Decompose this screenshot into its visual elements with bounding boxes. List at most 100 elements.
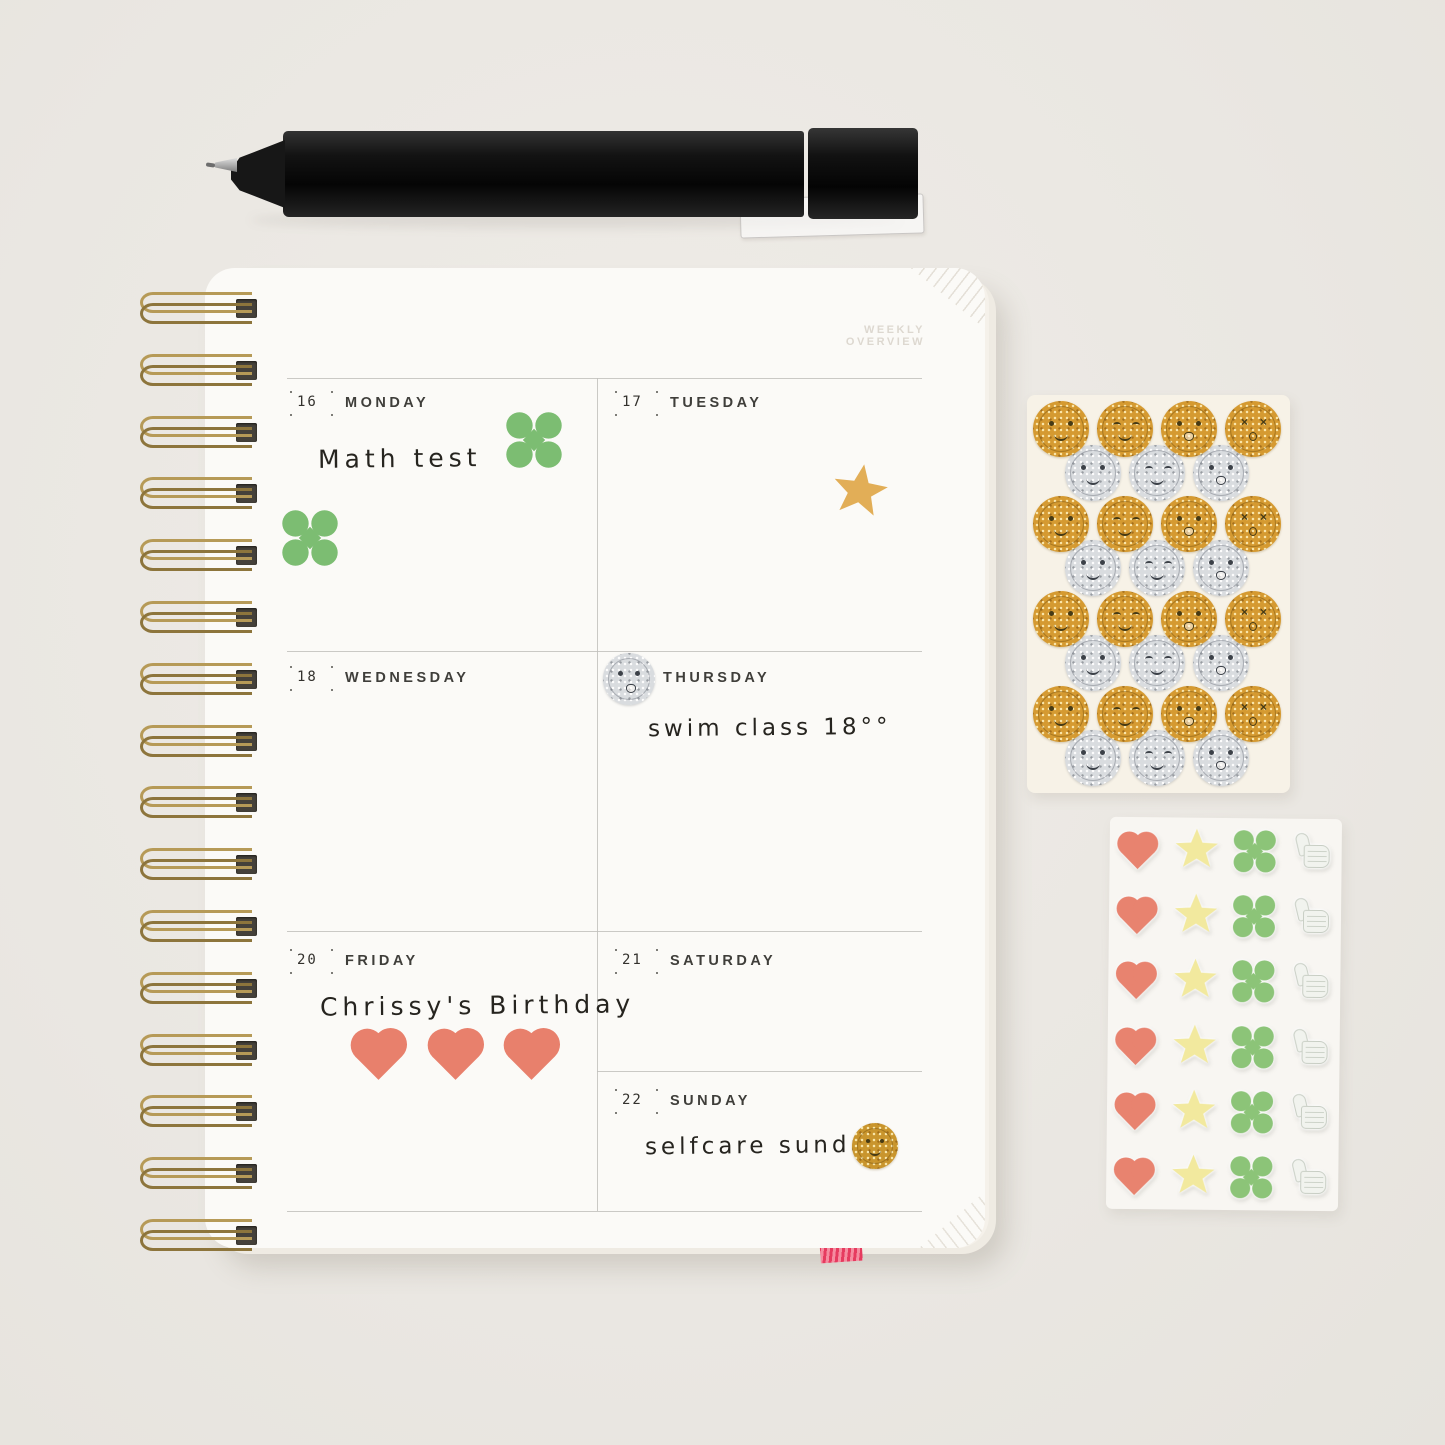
heart-puffy-sticker [1114,1024,1158,1068]
day-cell-friday: 20 FRIDAY Chrissy's Birthday [287,931,635,1211]
gold-smiley-sticker: × × [1225,496,1281,552]
entry-text: swim class 18°° [647,713,892,743]
silver-smiley-sticker [1129,635,1185,691]
gold-smiley-sticker [1161,686,1217,742]
date-tick-marks [290,666,292,668]
silver-smiley-sticker [1065,540,1121,596]
day-name: MONDAY [345,395,430,411]
entry-text: Chrissy's Birthday [319,989,636,1022]
date-number: 20 [297,952,318,968]
day-name: FRIDAY [345,953,419,969]
silver-smiley-sticker [1129,540,1185,596]
thumbs-up-puffy-sticker [1289,960,1333,1004]
thumbs-up-puffy-sticker [1288,1026,1332,1070]
silver-smiley-sticker [1065,635,1121,691]
day-cell-thursday: THURSDAY swim class 18°° [597,651,922,931]
pen-point [205,162,216,168]
date-number: 22 [622,1092,643,1108]
day-cell-monday: 16 MONDAY Math test [282,378,597,651]
heart-puffy-sticker [1116,893,1160,937]
day-name: TUESDAY [670,395,763,411]
gold-smiley-sticker: × × [1225,401,1281,457]
heart-puffy-sticker [1114,1089,1158,1133]
binding-ring [138,415,258,452]
heart-puffy-sticker [1116,828,1160,872]
binding-ring [138,601,258,637]
clover-puffy-sticker [1230,1090,1274,1134]
clover-puffy-sticker [1232,829,1276,873]
planner-page: WEEKLY OVERVIEW 16 MONDAY Math test 17 T… [205,268,985,1248]
star-puffy-sticker [1172,1089,1216,1133]
thumbs-up-puffy-sticker [1288,1091,1332,1135]
gold-smiley-sticker [1097,496,1153,552]
gold-smiley-sticker [1097,401,1153,457]
binding-ring [138,786,258,822]
grid-line-sat-sun [597,1071,922,1072]
star-puffy-sticker [1174,828,1218,872]
binding-ring [138,971,258,1008]
thumbs-up-puffy-sticker [1290,830,1334,874]
silver-smiley-sticker [1065,730,1121,786]
silver-smiley-sticker [1193,445,1249,501]
silver-smiley-sticker [1065,445,1121,501]
clover-sticker [281,509,339,567]
thumbs-up-puffy-sticker [1290,895,1334,939]
binding-ring [138,724,258,761]
heart-sticker [427,1030,483,1082]
binding-ring [138,848,258,884]
silver-smiley-sticker [1193,540,1249,596]
binding-ring [138,1033,258,1070]
day-name: THURSDAY [663,670,771,686]
day-cell-saturday: 21 SATURDAY [597,931,922,1071]
date-tick-marks [615,949,617,951]
binding-ring [138,292,258,328]
heart-puffy-sticker [1115,958,1159,1002]
grid-line-vertical [597,378,598,1211]
grid-line-top [287,378,922,379]
day-name: SATURDAY [670,953,777,969]
binding-ring [138,1095,258,1131]
pen-tip-cone [231,140,285,208]
grid-line-mid2 [287,931,922,932]
clover-puffy-sticker [1231,959,1275,1003]
date-number: 16 [297,394,318,410]
gold-smiley-sticker [1097,591,1153,647]
gold-glitter-smiley-sticker [852,1123,898,1169]
shape-sticker-sheet [1105,816,1343,1212]
date-tick-marks [290,949,292,951]
entry-text: Math test [317,443,482,474]
gold-smiley-sticker [1161,496,1217,552]
binding-ring [138,662,258,699]
silver-smiley-sticker [1193,635,1249,691]
gold-smiley-sticker: × × [1225,686,1281,742]
day-name: SUNDAY [670,1093,751,1109]
star-puffy-sticker [1171,1154,1215,1198]
smiley-sticker-sheet: × × × × × × × × [1027,395,1290,793]
silver-smiley-sticker [1129,445,1185,501]
shape-sticker-grid [1110,817,1342,1199]
day-cell-sunday: 22 SUNDAY selfcare sunday [597,1071,922,1211]
binding-ring [138,1157,258,1193]
grid-line-mid1 [287,651,922,652]
heart-puffy-sticker [1113,1154,1157,1198]
heart-sticker [350,1030,406,1082]
gold-smiley-sticker [1161,401,1217,457]
date-tick-marks [615,1089,617,1091]
binding-ring [138,477,258,513]
gold-smiley-sticker [1161,591,1217,647]
day-cell-wednesday: 18 WEDNESDAY [287,651,597,931]
clover-puffy-sticker [1230,1025,1274,1069]
date-number: 18 [297,669,318,685]
star-puffy-sticker [1172,1024,1216,1068]
page-title: WEEKLY OVERVIEW [845,324,925,348]
clover-puffy-sticker [1232,894,1276,938]
silver-smiley-sticker [1129,730,1185,786]
binding-ring [138,1219,258,1255]
binding-ring [138,910,258,946]
pen-cap [808,128,918,219]
gold-smiley-sticker: × × [1225,591,1281,647]
pen-body [283,131,804,217]
pen-metal-tip [213,158,237,172]
star-puffy-sticker [1173,958,1217,1002]
date-tick-marks [290,391,292,393]
